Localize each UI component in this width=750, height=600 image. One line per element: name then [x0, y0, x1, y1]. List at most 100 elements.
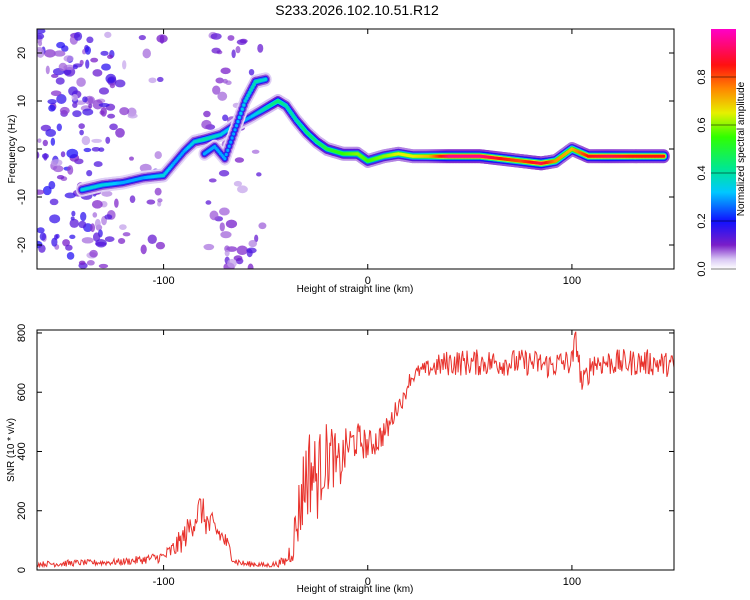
spectrogram-noise-blob — [248, 239, 258, 248]
spectrogram-noise-blob — [248, 68, 255, 76]
spectrogram-noise-blob — [85, 59, 90, 69]
spectrogram-noise-blob — [49, 214, 61, 224]
spectrogram-ridge-cell — [230, 136, 234, 140]
spectrogram-noise-blob — [98, 87, 110, 95]
spectrogram-noise-blob — [45, 65, 50, 75]
spectrogram-noise-blob — [109, 83, 116, 89]
spectrogram-noise-blob — [37, 33, 45, 40]
spectrogram-noise-blob — [254, 234, 259, 243]
spectrogram-noise-blob — [72, 64, 78, 70]
spectrogram-noise-blob — [60, 151, 66, 158]
spectrogram-noise-blob — [246, 248, 253, 258]
spectrogram-noise-blob — [203, 110, 211, 118]
spectrogram-noise-blob — [107, 77, 115, 83]
spectrogram-noise-blob — [117, 237, 126, 245]
spectrogram-noise-blob — [86, 260, 95, 266]
spectrogram-noise-blob — [56, 41, 66, 49]
spectrogram-noise-blob — [42, 185, 52, 196]
colorbar: 0.0 0.2 0.4 0.6 0.8 Normalized spectral ampl… — [696, 29, 747, 277]
spectrogram-noise-blob — [65, 244, 73, 251]
spectrogram-noise-blob — [251, 149, 260, 154]
spectrogram-noise-blob — [205, 200, 212, 205]
spectrogram-noise-blob — [38, 244, 46, 253]
spectrogram-noise-blob — [211, 47, 221, 54]
spectrogram-noise-blob — [155, 241, 166, 250]
spectrogram-noise-blob — [236, 39, 247, 45]
spectrogram-noise-blob — [127, 113, 138, 119]
snr-y-tick-label: 400 — [16, 442, 28, 460]
spectrogram-x-tick-label: 0 — [365, 275, 371, 287]
spectrogram-ridge-cell — [232, 132, 236, 136]
spectrogram-noise-blob — [100, 106, 107, 117]
spectrogram-ridges — [75, 72, 670, 197]
spectrogram-noise-blob — [119, 107, 130, 116]
spectrogram-noise-blob — [236, 245, 248, 256]
spectrogram-noise-blob — [63, 55, 74, 62]
spectrogram-noise-blob — [109, 123, 118, 131]
spectrogram-noise-blob — [220, 67, 231, 75]
snr-frame — [36, 329, 675, 571]
spectrogram-noise-blob — [79, 59, 84, 66]
spectrogram-y-tick-label: -20 — [16, 237, 28, 253]
spectrogram-noise-blob — [59, 106, 70, 115]
spectrogram-noise-blob — [119, 224, 127, 231]
spectrogram-noise-blob — [235, 46, 241, 54]
spectrogram-noise-blob — [98, 263, 109, 269]
spectrogram-noise-blob — [222, 114, 229, 122]
spectrogram-ridge-cell — [248, 91, 252, 95]
spectrogram-noise-blob — [84, 46, 91, 55]
spectrogram-noise-blob — [62, 239, 70, 247]
spectrogram-y-axis-label: Frequency (Hz) — [7, 115, 18, 184]
spectrogram-ridge-cell — [249, 88, 253, 92]
spectrogram-ridge-cell — [224, 152, 228, 157]
spectrogram-noise-blob — [69, 234, 76, 240]
spectrogram-noise-blob — [114, 198, 119, 208]
spectrogram-noise-blob — [37, 29, 46, 34]
spectrogram-y-tick-label: -10 — [16, 189, 28, 205]
spectrogram-noise-blob — [146, 199, 156, 205]
spectrogram-noise-blob — [140, 244, 147, 255]
spectrogram-noise-blob — [53, 50, 66, 57]
spectrogram-noise-blob — [154, 187, 162, 196]
spectrogram-x-ticks: -100 0 100 — [153, 29, 581, 287]
spectrogram-noise-blob — [92, 69, 103, 77]
spectrogram-noise-blob — [69, 218, 79, 228]
spectrogram-noise-blob — [215, 77, 224, 84]
spectrogram-ridge-cell — [243, 99, 247, 103]
spectrogram-ridge-cell — [662, 154, 666, 158]
spectrogram-ridge-cell — [251, 85, 255, 89]
spectrogram-noise-blob — [64, 192, 76, 199]
spectrogram-noise-blob — [86, 36, 94, 44]
spectrogram-noise-blob — [37, 227, 45, 234]
spectrogram-noise-blob — [247, 263, 254, 269]
spectrogram-noise-blob — [209, 210, 219, 221]
spectrogram-noise-blob — [92, 212, 98, 218]
snr-y-axis-label: SNR (10 * v/v) — [6, 418, 17, 482]
spectrogram-ridge-cell — [242, 103, 246, 107]
spectrogram-noise-blob — [50, 137, 56, 146]
spectrogram-noise-blob — [95, 238, 107, 248]
spectrogram-noise-blob — [129, 156, 134, 161]
spectrogram-noise-blob — [156, 76, 164, 83]
spectrogram-noise-blob — [45, 129, 57, 137]
spectrogram-noise-blob — [78, 260, 86, 266]
spectrogram-noise-blob — [70, 216, 75, 221]
spectrogram-ridge-cell — [237, 115, 241, 120]
spectrogram-noise-blob — [258, 222, 267, 230]
spectrogram-noise-blob — [237, 185, 248, 194]
spectrogram-noise-blob — [91, 146, 101, 152]
spectrogram-noise-blob — [42, 139, 48, 147]
spectrogram-noise-blob — [67, 165, 74, 175]
spectrogram-ridge-cell — [245, 96, 249, 100]
spectrogram-noise-blob — [72, 110, 82, 118]
spectrogram-x-tick-label: 100 — [563, 275, 581, 287]
spectrogram-noise-blob — [107, 113, 116, 119]
spectrogram-noise-blob — [56, 123, 62, 132]
spectrogram-noise-blob — [48, 104, 56, 112]
spectrogram-noise-blob — [66, 251, 75, 260]
spectrogram-noise-blob — [56, 174, 65, 180]
spectrogram-noise-blob — [233, 255, 243, 261]
spectrogram-noise-blob — [91, 138, 102, 143]
spectrogram-noise-blob — [98, 102, 110, 108]
spectrogram-noise-blob — [44, 49, 56, 58]
